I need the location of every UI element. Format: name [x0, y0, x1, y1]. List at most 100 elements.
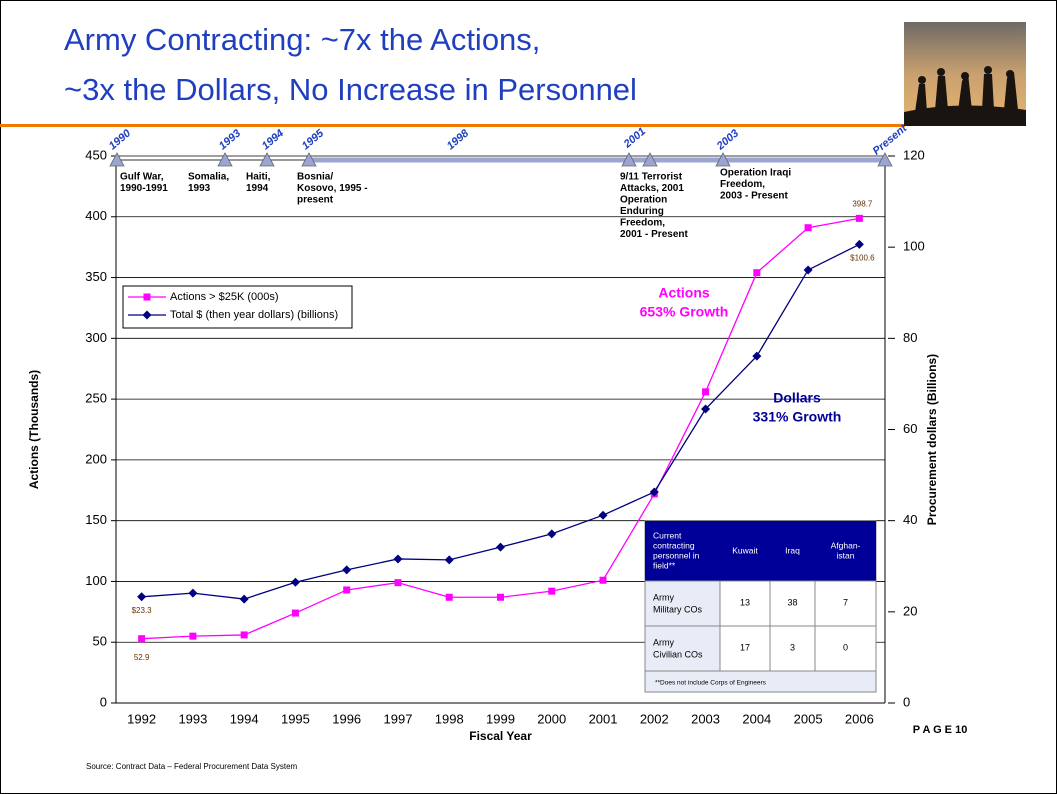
- data-label: 398.7: [852, 199, 873, 208]
- timeline-marker: [621, 152, 637, 167]
- data-point: [854, 239, 864, 249]
- annotation: Dollars: [773, 390, 821, 406]
- y2-tick-label: 60: [903, 421, 917, 436]
- data-label: $23.3: [132, 606, 153, 615]
- timeline-event: 2001 - Present: [620, 229, 688, 240]
- annotation: 653% Growth: [640, 304, 729, 320]
- data-point: [189, 632, 197, 640]
- page-number: P A G E 10: [913, 724, 968, 736]
- y-tick-label: 300: [85, 330, 107, 345]
- x-tick-label: 2002: [640, 711, 669, 726]
- legend-marker: [143, 293, 151, 301]
- table-header: contracting: [653, 540, 695, 550]
- title-line: ~3x the Dollars, No Increase in Personne…: [64, 72, 637, 107]
- data-label: 52.9: [134, 653, 150, 662]
- table-header: Kuwait: [732, 545, 758, 555]
- y-tick-label: 100: [85, 573, 107, 588]
- legend-box: [122, 285, 353, 329]
- y-tick-label: 150: [85, 512, 107, 527]
- y2-tick-label: 20: [903, 603, 917, 618]
- table-cell: [814, 625, 877, 672]
- timeline-event: Bosnia/: [297, 172, 333, 183]
- table-cell-text: 7: [843, 597, 848, 607]
- table-cell-text: 13: [740, 597, 750, 607]
- data-point: [138, 635, 146, 643]
- table-footnote: **Does not include Corps of Engineers: [655, 680, 767, 687]
- x-tick-label: 1994: [230, 711, 259, 726]
- timeline-event: Freedom,: [620, 218, 665, 229]
- table-header: field**: [653, 560, 676, 570]
- table-cell: [769, 580, 816, 627]
- data-point: [649, 487, 659, 497]
- data-point: [343, 586, 351, 594]
- data-point: [394, 579, 402, 587]
- table-cell: [719, 580, 771, 627]
- table-row-label: Military COs: [653, 604, 702, 614]
- data-point: [701, 404, 711, 414]
- table-header-bg: [645, 521, 876, 581]
- timeline-event: Kosovo, 1995 -: [297, 183, 368, 194]
- x-tick-label: 2006: [845, 711, 874, 726]
- title-line: Army Contracting: ~7x the Actions,: [64, 22, 540, 57]
- table-row-label: Army: [653, 592, 674, 602]
- timeline-event: Enduring: [620, 206, 664, 217]
- data-point: [496, 542, 505, 552]
- data-point: [752, 351, 762, 361]
- table-header: istan: [837, 550, 855, 560]
- x-tick-label: 1995: [281, 711, 310, 726]
- y-tick-label: 450: [85, 147, 107, 162]
- timeline-marker: [109, 152, 125, 167]
- annotation: 331% Growth: [753, 409, 842, 425]
- y2-tick-label: 120: [903, 147, 925, 162]
- x-tick-label: 2005: [794, 711, 823, 726]
- data-point: [444, 555, 454, 565]
- timeline-marker: [301, 152, 317, 167]
- data-point: [547, 529, 557, 539]
- data-point: [290, 577, 300, 587]
- table-cell-text: 17: [740, 642, 750, 652]
- timeline-event: 1994: [246, 183, 269, 194]
- data-point: [240, 631, 248, 639]
- table-header: Current: [653, 530, 682, 540]
- timeline-event: present: [297, 195, 334, 206]
- data-point: [445, 593, 453, 601]
- data-point: [188, 588, 198, 598]
- y-tick-label: 250: [85, 391, 107, 406]
- legend-label: Actions > $25K (000s): [170, 291, 279, 303]
- y-tick-label: 400: [85, 208, 107, 223]
- data-point: [804, 224, 812, 232]
- data-point: [599, 576, 607, 584]
- legend-marker: [142, 310, 152, 320]
- y2-axis-label: Procurement dollars (Billions): [925, 354, 939, 525]
- timeline-event: 9/11 Terrorist: [620, 172, 683, 183]
- y-tick-label: 50: [93, 634, 107, 649]
- x-tick-label: 1999: [486, 711, 515, 726]
- table-header: Iraq: [785, 545, 800, 555]
- x-tick-label: 1996: [332, 711, 361, 726]
- data-point: [855, 214, 863, 222]
- timeline-marker: [217, 152, 233, 167]
- y-tick-label: 0: [100, 694, 107, 709]
- x-tick-label: 2000: [537, 711, 566, 726]
- data-point: [239, 594, 249, 604]
- timeline-marker: [877, 152, 893, 167]
- table-cell: [719, 625, 771, 672]
- soldiers-photo: [904, 22, 1026, 126]
- table-cell-text: 0: [843, 642, 848, 652]
- timeline-marker: [715, 152, 731, 167]
- y2-tick-label: 0: [903, 694, 910, 709]
- data-point: [753, 269, 761, 277]
- data-point: [598, 510, 608, 520]
- y2-tick-label: 40: [903, 512, 917, 527]
- timeline-event: Gulf War,: [120, 172, 164, 183]
- table-row-label: Army: [653, 637, 674, 647]
- table-row-label: Civilian COs: [653, 649, 703, 659]
- table-cell: [644, 580, 721, 627]
- table-cell-text: 3: [790, 642, 795, 652]
- x-tick-label: 1998: [435, 711, 464, 726]
- timeline-event: Attacks, 2001: [620, 183, 684, 194]
- x-tick-label: 2003: [691, 711, 720, 726]
- legend-label: Total $ (then year dollars) (billions): [170, 309, 338, 321]
